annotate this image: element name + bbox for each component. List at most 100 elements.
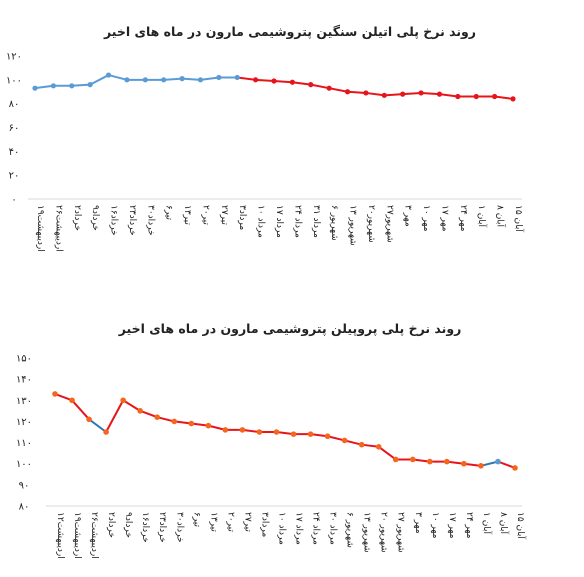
x-tick-label: ۱۳ شهریور [348,205,358,246]
series-segment [328,87,349,93]
data-point [52,391,58,397]
series-segment [445,460,465,465]
data-point [239,427,246,433]
y-tick-label: ۱۰۰ [16,459,32,470]
series-segment [493,95,514,100]
hdpe-price-chart: روند نرخ پلی اتیلن سنگین پتروشیمی مارون … [6,24,525,252]
x-tick-label: ۲خرداد [106,512,116,538]
data-point [188,420,195,427]
data-point [344,89,351,95]
series-segment [309,83,331,90]
x-tick-label: ۳مرداد [259,512,269,537]
data-point [124,77,130,83]
series-segment [401,91,423,96]
plot-area [52,391,518,471]
data-point [510,96,516,102]
x-tick-label: ۲۰شهریور [366,205,376,243]
x-tick-label: ۶ شهریور [329,205,339,241]
x-tick-label: ۶ شهریور [345,512,355,548]
data-point [392,456,399,463]
x-tick-label: ۱۶خرداد [140,512,150,543]
x-tick-label: ۲۴ مهر [464,512,474,539]
series-segment [275,431,295,436]
series-segment [343,439,363,446]
data-point [216,74,222,81]
y-tick-label: ۱۴۰ [16,375,32,386]
chart-title: روند نرخ پلی اتیلن سنگین پتروشیمی مارون … [103,24,476,39]
x-tick-label: ۱۵ آبان [513,205,525,232]
data-point [358,441,365,448]
pp-price-chart: روند نرخ پلی پروپیلن پتروشیمی مارون در م… [16,321,527,559]
y-tick-label: ۰ [11,195,16,206]
y-axis: ۸۰ ۹۰ ۱۰۰ ۱۱۰ ۱۲۰ ۱۳۰ ۱۴۰ ۱۵۰ [16,354,32,513]
data-point [154,414,161,421]
series-segment [309,433,329,438]
x-tick-label: ۲۷ شهریور [396,512,406,553]
x-tick-label: ۶تیر [164,205,174,221]
y-tick-label: ۸۰ [19,502,30,513]
series-segment [173,420,193,425]
data-point [87,82,93,88]
data-point [289,79,295,85]
data-point [222,427,229,433]
data-point [256,429,263,435]
data-point [375,444,382,450]
series-segment [291,81,312,86]
data-point [455,93,461,100]
data-point [171,418,178,425]
data-point [363,90,369,96]
data-point [381,92,387,98]
data-point [179,76,185,82]
data-point [341,437,348,444]
x-axis: ۱۲اردیبهشت ۱۹اردیبهشت ۲۶اردیبهشت ۲خرداد ۹خرد… [55,512,527,559]
x-tick-label: ۸ آبان [498,512,510,535]
x-tick-label: ۲۳خرداد [127,205,137,236]
data-point [418,90,424,96]
series-segment [241,428,261,433]
data-point [427,458,433,465]
x-tick-label: ۱۹اردیبهشت [35,205,45,252]
series-segment [54,392,74,402]
data-point [307,431,314,437]
chart-title: روند نرخ پلی پروپیلن پتروشیمی مارون در م… [118,321,462,336]
data-point [120,397,126,404]
x-tick-label: ۱۰ مهر [421,205,431,232]
x-tick-label: ۶تیر [191,512,201,528]
x-tick-label: ۱۵ آبان [515,512,527,539]
series-segment [105,399,125,433]
series-segment [88,418,108,433]
x-tick-label: ۳۰خرداد [145,205,155,236]
x-tick-label: ۱۳تیر [182,205,192,225]
y-tick-label: ۸۰ [9,99,20,110]
data-point [290,431,297,437]
x-tick-label: ۲۰تیر [225,512,235,532]
series-segment [420,91,441,96]
x-axis: ۱۹اردیبهشت ۲۶اردیبهشت ۲خرداد ۹خرداد ۱۶خرداد ۲… [35,205,525,252]
data-point [86,416,92,423]
x-tick-label: ۳۰ مرداد [328,512,338,545]
data-point [400,91,406,97]
series-segment [156,416,176,423]
data-point [32,85,38,91]
data-point [308,82,314,88]
data-point [512,465,518,471]
x-tick-label: ۱۳ شهریور [362,512,372,553]
data-point [142,77,148,83]
series-segment [199,76,220,81]
series-segment [122,399,142,412]
y-tick-label: ۲۰ [9,171,20,182]
x-tick-label: ۲۰تیر [200,205,210,225]
x-tick-label: ۱۷ مهر [439,205,449,232]
x-tick-label: ۳ مهر [413,512,423,534]
plot-area [32,72,516,102]
y-tick-label: ۶۰ [9,123,20,134]
series-segment [411,458,431,463]
series-segment [273,80,294,84]
series-segment [107,74,128,81]
series-segment [162,77,184,81]
x-tick-label: ۲۰ شهریور [379,512,389,553]
x-tick-label: ۳ مهر [403,205,413,227]
y-tick-label: ۱۲۰ [16,417,32,428]
data-point [50,83,56,89]
series-segment [346,90,367,94]
